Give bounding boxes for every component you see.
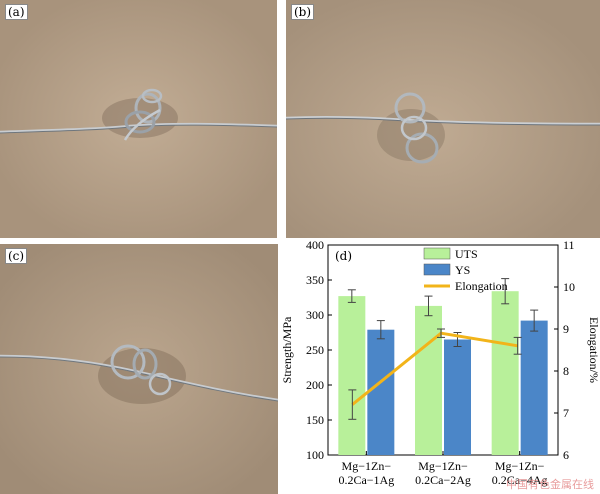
y-axis-label: Strength/MPa — [281, 316, 294, 383]
y2-tick-label: 7 — [563, 406, 569, 420]
bar-uts — [338, 296, 366, 455]
bar-ys — [520, 320, 548, 455]
x-tick-label: 0.2Ca−4Ag — [492, 473, 548, 487]
legend-swatch-uts — [423, 247, 451, 260]
bar-uts — [491, 291, 519, 455]
y-tick-label: 300 — [306, 308, 324, 322]
bar-ys — [444, 339, 471, 455]
y-tick-label: 150 — [306, 413, 324, 427]
y-tick-label: 200 — [306, 378, 324, 392]
watermark-text: 中国有色金属在线 — [506, 478, 594, 491]
y-tick-label: 250 — [306, 343, 324, 357]
y2-tick-label: 6 — [563, 448, 569, 462]
y-tick-label: 100 — [306, 448, 324, 462]
bar-ys — [367, 329, 395, 455]
wire-knot-photo-b — [286, 0, 600, 238]
photo-panel-c: (c) — [0, 244, 278, 494]
y-tick-label: 400 — [306, 238, 324, 252]
x-tick-label: Mg−1Zn− — [342, 459, 392, 473]
x-tick-label: Mg−1Zn− — [418, 459, 468, 473]
y2-tick-label: 11 — [563, 238, 575, 252]
x-tick-label: 0.2Ca−2Ag — [415, 473, 471, 487]
y2-tick-label: 8 — [563, 364, 569, 378]
legend-swatch-ys — [423, 263, 451, 276]
plot-frame — [327, 244, 559, 456]
y2-tick-label: 10 — [563, 280, 575, 294]
legend-label-uts: UTS — [455, 247, 478, 261]
wire-knot-photo-a — [0, 0, 277, 238]
legend-label-elongation: Elongation — [455, 279, 508, 293]
y-tick-label: 350 — [306, 273, 324, 287]
x-tick-label: Mg−1Zn− — [495, 459, 545, 473]
x-tick-label: 0.2Ca−1Ag — [338, 473, 394, 487]
y2-tick-label: 9 — [563, 322, 569, 336]
chart-panel-d: 100 150 200 250 300 350 400 6 7 8 9 10 11 Strength/MP… — [281, 236, 600, 494]
mechanical-properties-chart: 100 150 200 250 300 350 400 6 7 8 9 10 11 Strength/MP… — [281, 238, 600, 487]
panel-label-b: (b) — [291, 4, 315, 20]
panel-label-a: (a) — [5, 4, 28, 20]
bar-uts — [415, 305, 442, 455]
legend-label-ys: YS — [455, 263, 470, 277]
y2-axis-label: Elongation/% — [587, 317, 600, 383]
panel-label-d: (d) — [335, 249, 353, 263]
photo-panel-a: (a) — [0, 0, 277, 238]
photo-panel-b: (b) — [286, 0, 600, 238]
panel-label-c: (c) — [5, 248, 28, 264]
wire-knot-photo-c — [0, 244, 278, 494]
